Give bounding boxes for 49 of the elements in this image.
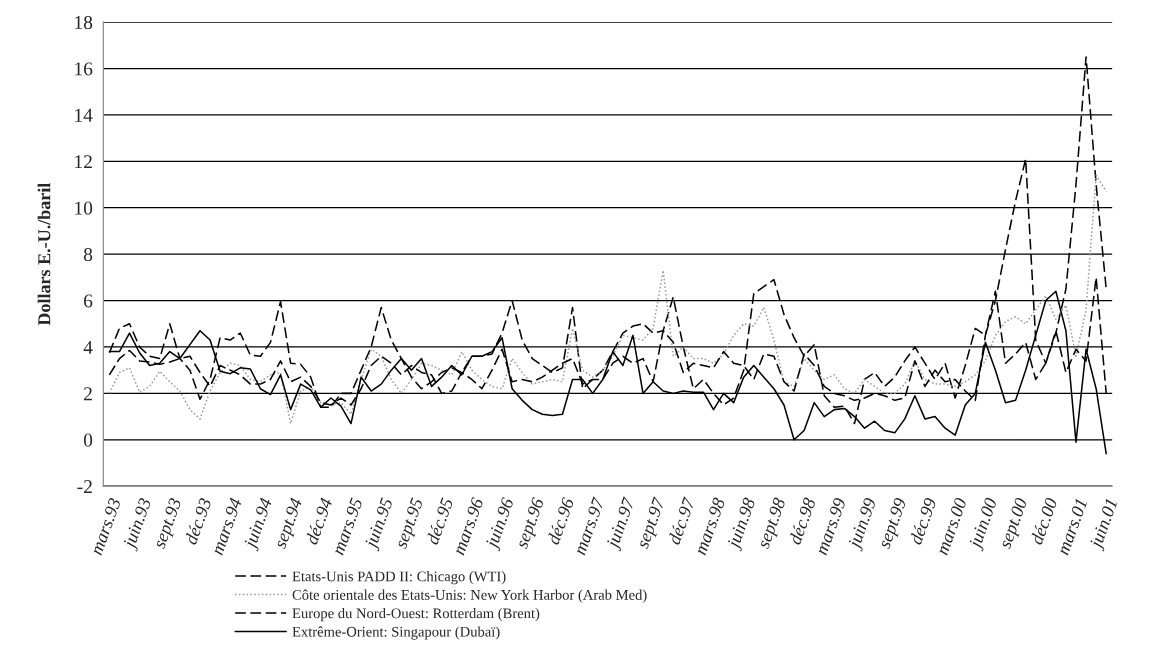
x-tick-label: sept.95 <box>394 497 427 551</box>
y-axis-title: Dollars E.-U./baril <box>37 182 51 326</box>
x-tick-label: juin.95 <box>363 497 397 552</box>
x-tick-label: juin.99 <box>847 497 880 552</box>
y-tick-label: 0 <box>83 433 93 447</box>
x-tick-label: juin.96 <box>484 496 518 552</box>
legend-label: Etats-Unis PADD II: Chicago (WTI) <box>292 571 506 585</box>
x-tick-label: déc.95 <box>425 497 454 546</box>
x-tick-label: déc.97 <box>667 496 696 546</box>
legend-label: Extrême-Orient: Singapour (Dubaï) <box>292 626 500 640</box>
x-tick-label: déc.96 <box>546 496 575 546</box>
legend-label: Europe du Nord-Ouest: Rotterdam (Brent) <box>292 607 540 622</box>
legend-label: Côte orientale des Etats-Unis: New York Harbor (Arab Med) <box>292 589 647 603</box>
x-tick-label: mars.97 <box>573 496 605 556</box>
x-tick-label: sept.97 <box>636 496 669 551</box>
y-tick-label: 4 <box>83 340 93 354</box>
y-tick-label: -2 <box>77 480 92 493</box>
x-tick-label: mars.00 <box>935 497 968 556</box>
x-tick-label: déc.93 <box>183 497 212 546</box>
x-tick-label: sept.99 <box>877 497 911 551</box>
x-tick-label: mars.99 <box>815 497 847 556</box>
x-tick-label: sept.96 <box>515 496 548 551</box>
x-tick-label: déc.98 <box>788 496 817 546</box>
x-tick-label: juin.93 <box>122 497 155 552</box>
x-tick-label: sept.94 <box>273 497 306 551</box>
x-tick-label: mars.94 <box>210 497 243 556</box>
x-tick-label: juin.01 <box>1088 498 1121 552</box>
x-tick-label: juin.94 <box>242 497 276 552</box>
y-tick-label: 14 <box>75 108 93 122</box>
line-series <box>108 174 1107 425</box>
x-tick-label: mars.93 <box>90 497 122 556</box>
x-tick-label: mars.95 <box>331 497 363 556</box>
y-tick-label: 18 <box>75 15 93 30</box>
y-tick-label: 16 <box>75 62 93 76</box>
x-tick-label: mars.98 <box>694 496 726 556</box>
x-tick-label: mars.01 <box>1056 498 1088 556</box>
x-tick-label: juin.97 <box>605 496 639 552</box>
y-tick-label: 8 <box>83 247 93 262</box>
x-tick-label: sept.93 <box>152 497 185 551</box>
y-tick-label: 2 <box>84 387 92 401</box>
x-tick-label: juin.00 <box>967 497 1001 552</box>
y-tick-label: 12 <box>75 155 92 169</box>
y-tick-label: 6 <box>84 294 93 308</box>
y-tick-label: 10 <box>75 201 93 215</box>
x-tick-label: mars.96 <box>452 496 484 556</box>
x-tick-label: déc.99 <box>908 496 937 546</box>
x-tick-label: déc.00 <box>1029 496 1058 546</box>
x-tick-label: sept.00 <box>998 497 1031 551</box>
x-tick-label: déc.94 <box>304 496 333 546</box>
